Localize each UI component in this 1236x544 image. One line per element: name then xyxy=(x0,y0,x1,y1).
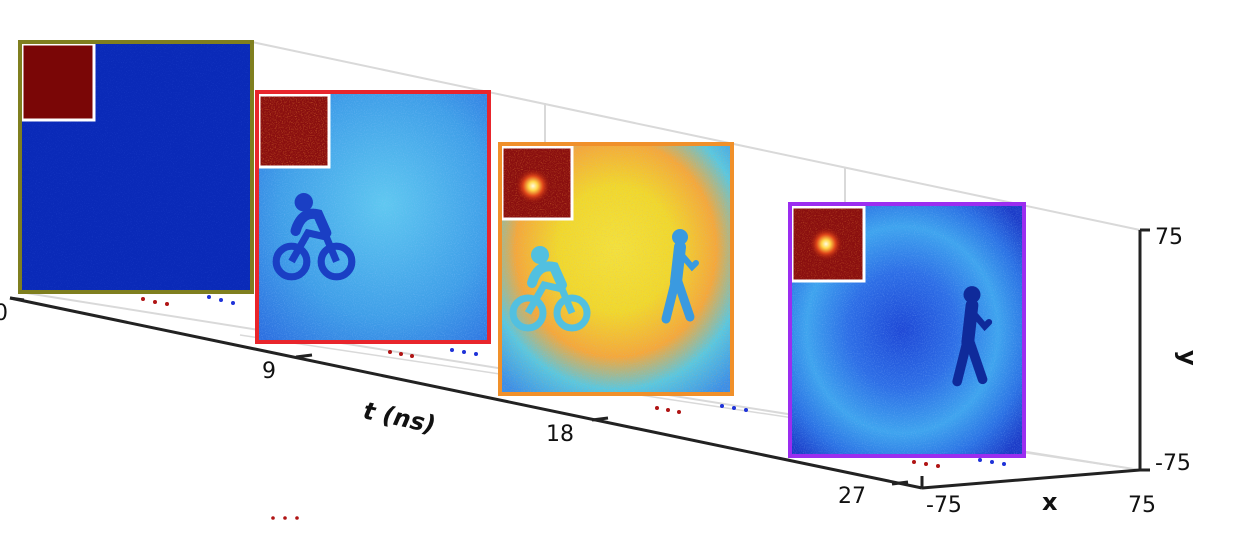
frame-t18 xyxy=(498,142,734,396)
y-axis-title: y xyxy=(1174,350,1202,366)
t-axis-title: t (ns) xyxy=(361,396,438,439)
frame-t0 xyxy=(18,40,254,294)
inset-peak xyxy=(790,205,866,283)
t-tick-27: 27 xyxy=(838,484,866,509)
x-tick-max: 75 xyxy=(1128,493,1156,518)
inset-peak xyxy=(500,145,574,221)
x-axis-line xyxy=(921,468,1141,490)
frame-t27 xyxy=(788,202,1026,458)
inset-noisy xyxy=(257,93,331,169)
t-axis-line xyxy=(9,296,923,490)
axes xyxy=(9,228,1150,490)
ellipsis-dots xyxy=(141,295,1006,520)
t-tick-18: 18 xyxy=(546,422,574,447)
y-tick-min: -75 xyxy=(1155,451,1191,476)
inset-flat xyxy=(20,42,96,122)
x-tick-min: -75 xyxy=(926,493,962,518)
x-axis-title: x xyxy=(1042,488,1058,516)
t-tick-9: 9 xyxy=(262,359,276,384)
t-tick-0: 0 xyxy=(0,301,8,326)
y-tick-max: 75 xyxy=(1155,225,1183,250)
frame-t9 xyxy=(255,90,491,344)
